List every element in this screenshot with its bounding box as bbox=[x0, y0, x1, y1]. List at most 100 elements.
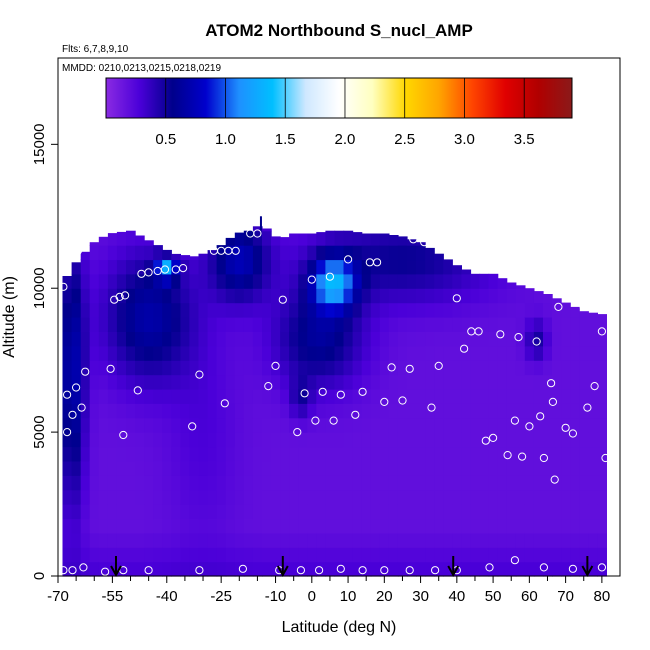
x-axis-label: Latitude (deg N) bbox=[282, 619, 397, 636]
heatmap-cell bbox=[216, 245, 227, 261]
heatmap-cell bbox=[543, 417, 553, 433]
heatmap-cell bbox=[289, 345, 299, 361]
heatmap-cell bbox=[153, 561, 163, 577]
heatmap-cell bbox=[280, 518, 290, 534]
heatmap-cell bbox=[71, 561, 82, 577]
heatmap-cell bbox=[243, 475, 254, 491]
heatmap-cell bbox=[416, 417, 426, 433]
heatmap-cell bbox=[461, 417, 472, 433]
heatmap-cell bbox=[98, 446, 109, 462]
sample-point bbox=[409, 235, 418, 244]
heatmap-cell bbox=[588, 489, 598, 505]
heatmap-cell bbox=[98, 345, 109, 361]
heatmap-cell bbox=[107, 259, 118, 275]
heatmap-cell bbox=[144, 504, 154, 520]
heatmap-cell bbox=[334, 475, 345, 491]
sample-point bbox=[583, 403, 592, 412]
heatmap-cell bbox=[416, 259, 426, 275]
heatmap-cell bbox=[425, 504, 435, 520]
heatmap-cell bbox=[543, 331, 553, 347]
heatmap-cell bbox=[280, 417, 290, 433]
heatmap-cell bbox=[325, 360, 336, 376]
heatmap-cell bbox=[252, 259, 263, 275]
heatmap-cell bbox=[89, 547, 100, 563]
heatmap-cell bbox=[116, 302, 127, 318]
heatmap-cell bbox=[153, 504, 163, 520]
heatmap-cell bbox=[144, 489, 154, 505]
heatmap-cell bbox=[271, 532, 281, 548]
heatmap-cell bbox=[234, 360, 245, 376]
heatmap-cell bbox=[524, 360, 535, 376]
heatmap-cell bbox=[126, 360, 136, 376]
heatmap-cell bbox=[89, 259, 100, 275]
heatmap-cell bbox=[153, 403, 163, 419]
heatmap-cell bbox=[98, 331, 109, 347]
heatmap-cell bbox=[479, 489, 490, 505]
heatmap-cell bbox=[280, 374, 290, 390]
heatmap-cell bbox=[352, 388, 363, 404]
heatmap-cell bbox=[180, 489, 191, 505]
heatmap-cell bbox=[89, 331, 100, 347]
y-axis: 0 5000 10000 15000 bbox=[31, 123, 58, 580]
heatmap-cell bbox=[561, 388, 571, 404]
heatmap-cell bbox=[116, 532, 127, 548]
heatmap-cell bbox=[379, 245, 390, 261]
heatmap-cell bbox=[588, 561, 598, 577]
heatmap-cell bbox=[443, 374, 453, 390]
heatmap-cell bbox=[552, 360, 562, 376]
heatmap-cell bbox=[370, 561, 381, 577]
heatmap-cell bbox=[171, 417, 181, 433]
heatmap-cell bbox=[452, 273, 462, 289]
heatmap-cell bbox=[280, 504, 290, 520]
heatmap-cell bbox=[379, 518, 390, 534]
heatmap-cell bbox=[98, 360, 109, 376]
heatmap-cell bbox=[325, 288, 336, 304]
heatmap-cell bbox=[252, 302, 263, 318]
heatmap-cell bbox=[271, 288, 281, 304]
sample-point bbox=[307, 275, 316, 284]
heatmap-cell bbox=[524, 446, 535, 462]
heatmap-cell bbox=[289, 489, 299, 505]
heatmap-cell bbox=[135, 345, 145, 361]
heatmap-cell bbox=[171, 561, 181, 577]
heatmap-cell bbox=[579, 504, 589, 520]
heatmap-cell bbox=[252, 331, 263, 347]
heatmap-cell bbox=[470, 547, 481, 563]
arrow-head bbox=[110, 565, 122, 578]
heatmap-cell bbox=[343, 273, 354, 289]
heatmap-cell bbox=[407, 345, 417, 361]
heatmap-cell bbox=[397, 561, 408, 577]
heatmap-cell bbox=[533, 561, 544, 577]
sample-point bbox=[106, 364, 115, 373]
heatmap-cell bbox=[343, 446, 354, 462]
heatmap-cell bbox=[62, 388, 73, 404]
heatmap-cell bbox=[189, 561, 200, 577]
heatmap-cell bbox=[171, 360, 181, 376]
heatmap-cell bbox=[98, 374, 109, 390]
sample-point bbox=[550, 475, 559, 484]
x-tick-label: 40 bbox=[448, 588, 465, 605]
heatmap-cell bbox=[180, 417, 191, 433]
sample-point bbox=[380, 397, 389, 406]
heatmap-cell bbox=[488, 388, 499, 404]
heatmap-cell bbox=[506, 489, 517, 505]
sample-point bbox=[68, 410, 77, 419]
heatmap-cell bbox=[271, 317, 281, 332]
heatmap-cell bbox=[307, 233, 317, 246]
heatmap-cell bbox=[361, 489, 372, 505]
heatmap-cell bbox=[162, 374, 172, 390]
heatmap-cell bbox=[488, 417, 499, 433]
heatmap-cell bbox=[397, 446, 408, 462]
colorbar-tick-label: 1.5 bbox=[275, 131, 296, 148]
heatmap-cell bbox=[198, 317, 209, 332]
heatmap-cell bbox=[207, 432, 218, 448]
heatmap-cell bbox=[225, 518, 236, 534]
heatmap-cell bbox=[243, 518, 254, 534]
heatmap-cell bbox=[126, 245, 136, 261]
heatmap-cell bbox=[289, 446, 299, 462]
heatmap-cell bbox=[443, 345, 453, 361]
heatmap-cell bbox=[370, 273, 381, 289]
heatmap-cell bbox=[370, 518, 381, 534]
heatmap-cell bbox=[171, 317, 181, 332]
heatmap-cell bbox=[280, 273, 290, 289]
